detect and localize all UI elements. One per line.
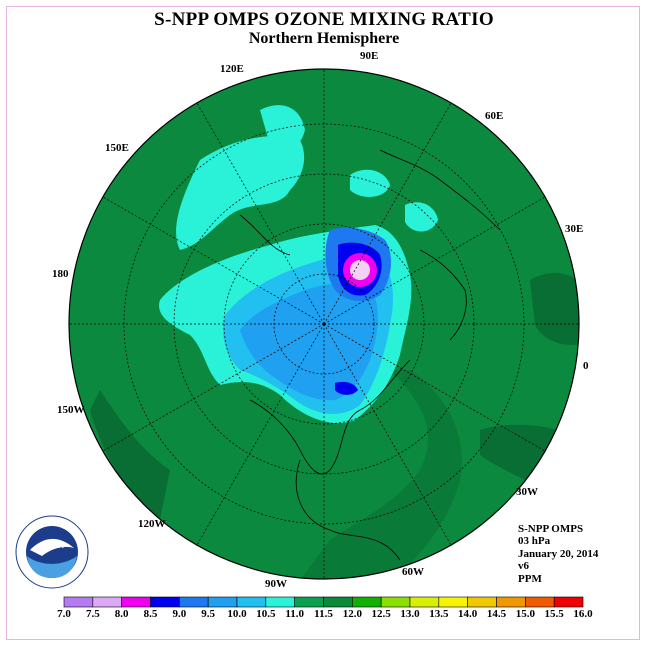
colorbar-swatch	[236, 596, 267, 608]
colorbar-swatch	[380, 596, 411, 608]
colorbar-tick-label: 9.0	[172, 608, 187, 620]
colorbar-tick-label: 14.5	[486, 608, 507, 620]
colorbar-swatch	[352, 596, 382, 608]
colorbar-swatch	[265, 596, 295, 608]
graticule	[69, 69, 579, 579]
colorbar-tick-label: 8.5	[143, 608, 158, 620]
lon-label-30e: 30E	[565, 223, 584, 235]
aqua-region-90e	[350, 169, 390, 197]
colorbar-swatch	[525, 596, 555, 608]
colorbar-tick-label: 12.5	[371, 608, 391, 620]
colorbar-swatch	[207, 596, 238, 608]
colorbar	[63, 596, 584, 608]
colorbar-swatch	[179, 596, 209, 608]
info-units: PPM	[518, 572, 542, 585]
lon-label-120e: 120E	[220, 63, 244, 75]
lon-label-120w: 120W	[138, 518, 166, 530]
lon-label-60w: 60W	[402, 566, 424, 578]
lon-label-90w: 90W	[265, 578, 287, 590]
colorbar-tick-label: 9.5	[201, 608, 216, 620]
plot-frame	[6, 6, 640, 640]
lon-label-30w: 30W	[516, 486, 538, 498]
chart-subtitle: Northern Hemisphere	[248, 30, 400, 47]
darker-patch-south	[300, 370, 462, 579]
colorbar-tick-label: 16.0	[573, 608, 593, 620]
colorbar-tick-label: 8.0	[114, 608, 129, 620]
colorbar-tick-label: 11.0	[285, 608, 304, 620]
colorbar-swatch	[150, 596, 180, 608]
lon-label-90e: 90E	[360, 50, 379, 62]
colorbar-swatch	[438, 596, 468, 608]
aqua-region-north	[260, 105, 305, 150]
colorbar-swatch	[323, 596, 353, 608]
colorbar-swatch	[467, 596, 497, 608]
ozone-field	[69, 69, 579, 579]
colorbar-tick-label: 7.0	[57, 608, 71, 620]
colorbar-tick-label: 10.0	[227, 608, 247, 620]
lon-label-150e: 150E	[105, 142, 129, 154]
darker-patch-east	[530, 272, 579, 346]
colorbar-tick-label: 13.5	[429, 608, 449, 620]
colorbar-swatch	[409, 596, 440, 608]
noaa-logo: NOAA	[15, 515, 89, 589]
chart-title: S-NPP OMPS OZONE MIXING RATIO	[154, 9, 494, 30]
colorbar-swatch	[553, 596, 584, 608]
colorbar-tick-label: 15.5	[544, 608, 564, 620]
aqua-region-120e	[176, 136, 305, 250]
colorbar-tick-label: 7.5	[85, 608, 100, 620]
lon-label-0: 0	[583, 360, 589, 372]
coastlines	[239, 149, 501, 561]
colorbar-tick-label: 10.5	[256, 608, 276, 620]
colorbar-swatch	[63, 596, 94, 608]
darker-patch-southwest	[90, 390, 170, 520]
lon-label-180: 180	[52, 268, 69, 280]
colorbar-swatch	[294, 596, 324, 608]
noaa-logo-text: NOAA	[40, 541, 64, 550]
info-version: v6	[518, 560, 529, 573]
info-instrument: S-NPP OMPS	[518, 523, 584, 535]
deepblue-region-small	[335, 381, 358, 395]
colorbar-swatch	[496, 596, 526, 608]
colorbar-tick-label: 11.5	[314, 608, 333, 620]
colorbar-tick-label: 15.0	[515, 608, 535, 620]
pink-center	[350, 260, 370, 280]
colorbar-swatch	[121, 596, 151, 608]
colorbar-tick-label: 13.0	[400, 608, 420, 620]
lon-label-150w: 150W	[57, 404, 85, 416]
map-boundary	[68, 68, 580, 580]
aqua-region-60e	[405, 202, 438, 232]
mediumblue-region	[240, 283, 378, 401]
colorbar-swatch	[92, 596, 122, 608]
info-date: January 20, 2014	[518, 547, 599, 560]
info-block: S-NPP OMPS 03 hPa January 20, 2014 v6 PP…	[518, 523, 598, 585]
lon-label-60e: 60E	[485, 110, 504, 122]
colorbar-tick-label: 12.0	[342, 608, 362, 620]
info-level: 03 hPa	[518, 535, 551, 548]
colorbar-tick-label: 14.0	[458, 608, 478, 620]
